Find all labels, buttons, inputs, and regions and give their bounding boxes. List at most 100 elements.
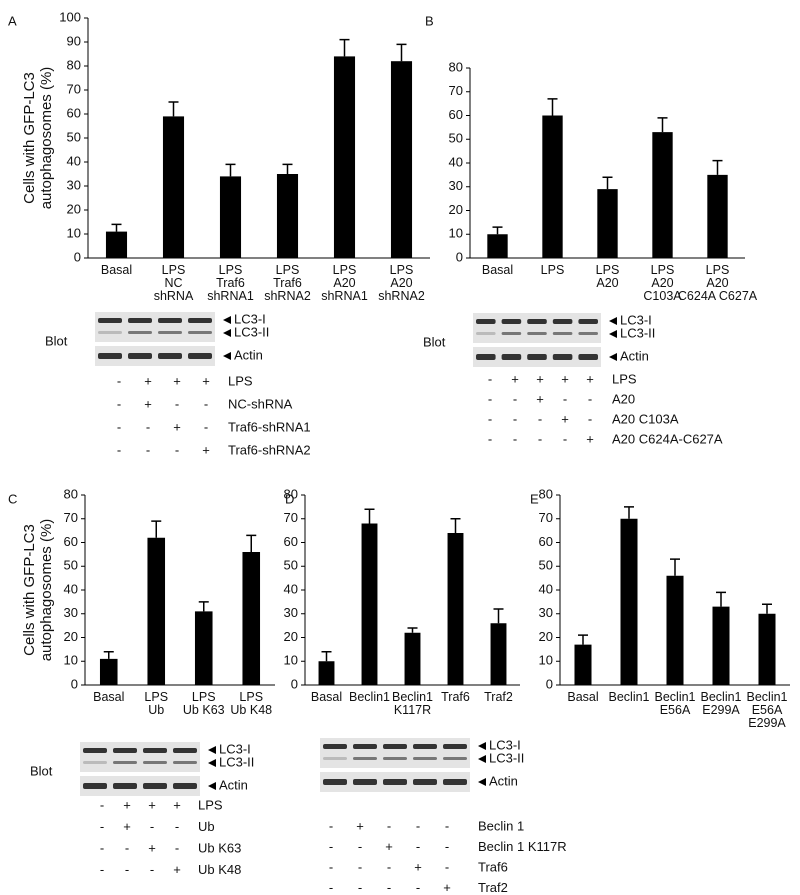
x-tick-label: LPS A20 shRNA1 (321, 263, 368, 303)
bar (620, 518, 638, 685)
x-tick-label: LPS Ub K63 (182, 690, 225, 717)
treatment-sign: - (175, 819, 179, 834)
x-tick-label: LPS Traf6 shRNA2 (264, 263, 311, 303)
x-tick-label: LPS Traf6 shRNA1 (207, 263, 254, 303)
blot-band (383, 757, 407, 760)
treatment-sign: - (125, 862, 129, 877)
treatment-sign: - (538, 411, 542, 426)
band-arrow (478, 742, 486, 750)
y-tick-label: 50 (284, 558, 298, 573)
y-tick-label: 10 (539, 653, 553, 668)
blot-label: Blot (423, 334, 446, 349)
blot-band (527, 332, 547, 335)
blot-band (476, 319, 496, 324)
blot-band (552, 332, 573, 335)
blot-band (128, 318, 152, 323)
treatment-sign: + (561, 411, 569, 426)
panel-label: E (530, 491, 539, 506)
treatment-sign: - (563, 391, 567, 406)
treatment-name: Traf2 (478, 880, 508, 895)
error-bar (339, 38, 350, 57)
error-bar (168, 101, 179, 117)
y-tick-label: 0 (456, 249, 463, 264)
treatment-sign: - (175, 442, 179, 457)
treatment-sign: - (445, 859, 449, 874)
treatment-name: A20 (612, 391, 635, 406)
y-tick-label: 50 (67, 129, 81, 144)
bar (574, 644, 592, 685)
blot-band (98, 318, 122, 323)
band-arrow (609, 330, 617, 338)
treatment-sign: + (173, 419, 181, 434)
treatment-sign: - (125, 840, 129, 855)
band-arrow (609, 353, 617, 361)
blot-band (527, 354, 547, 360)
blot-band (578, 319, 598, 324)
blot-band (527, 319, 547, 324)
y-tick-label: 30 (284, 605, 298, 620)
x-tick-label: Basal (310, 690, 343, 704)
error-bar (492, 226, 503, 235)
blot-band (98, 353, 122, 359)
treatment-sign: - (146, 419, 150, 434)
treatment-sign: + (511, 371, 519, 386)
y-tick-label: 20 (449, 202, 463, 217)
bar (162, 116, 185, 259)
error-bar (716, 591, 726, 607)
treatment-sign: - (445, 818, 449, 833)
blot-band (443, 744, 467, 749)
treatment-sign: - (175, 840, 179, 855)
bar (490, 623, 507, 685)
y-tick-label: 40 (64, 581, 78, 596)
error-bar (578, 634, 588, 645)
treatment-sign: - (175, 396, 179, 411)
treatment-sign: - (117, 442, 121, 457)
treatment-name: Beclin 1 K117R (478, 839, 567, 854)
y-tick-label: 0 (291, 676, 298, 691)
x-tick-label: Basal (93, 690, 125, 704)
treatment-name: A20 C624A-C627A (612, 431, 723, 446)
blot-band (443, 757, 467, 760)
y-tick-label: 10 (67, 225, 81, 240)
blot-band (173, 783, 197, 789)
blot-band (188, 353, 212, 359)
blot-band (323, 744, 347, 749)
panel-label: B (425, 13, 434, 28)
treatment-sign: - (150, 819, 154, 834)
x-tick-label: Beclin1 E56A E299A (746, 690, 788, 730)
y-tick-label: 0 (74, 249, 81, 264)
error-bar (547, 98, 558, 116)
band-label: Actin (489, 773, 518, 788)
y-tick-label: 60 (539, 534, 553, 549)
treatment-sign: + (443, 880, 451, 895)
treatment-sign: - (416, 818, 420, 833)
treatment-sign: - (100, 840, 104, 855)
treatment-name: Ub K63 (198, 840, 241, 855)
treatment-sign: - (387, 880, 391, 895)
blot-band (413, 779, 437, 785)
blot-strip (473, 313, 601, 343)
treatment-sign: + (173, 862, 181, 877)
blot-band (353, 779, 377, 785)
treatment-sign: + (561, 371, 569, 386)
treatment-sign: - (117, 396, 121, 411)
treatment-sign: + (144, 373, 152, 388)
treatment-sign: - (204, 396, 208, 411)
blot-band (113, 783, 137, 789)
treatment-sign: + (123, 819, 131, 834)
y-tick-label: 20 (284, 629, 298, 644)
blot-band (501, 319, 522, 324)
error-bar (407, 627, 418, 633)
x-tick-label: Beclin1 E56A (654, 690, 696, 717)
treatment-sign: + (148, 797, 156, 812)
treatment-sign: - (513, 411, 517, 426)
blot-band (173, 748, 197, 753)
band-label: Actin (234, 347, 263, 362)
blot-band (158, 353, 182, 359)
bar (105, 231, 128, 258)
blot-band (113, 761, 137, 764)
band-arrow (609, 317, 617, 325)
treatment-sign: - (488, 371, 492, 386)
treatment-sign: + (123, 797, 131, 812)
treatment-sign: + (414, 859, 422, 874)
